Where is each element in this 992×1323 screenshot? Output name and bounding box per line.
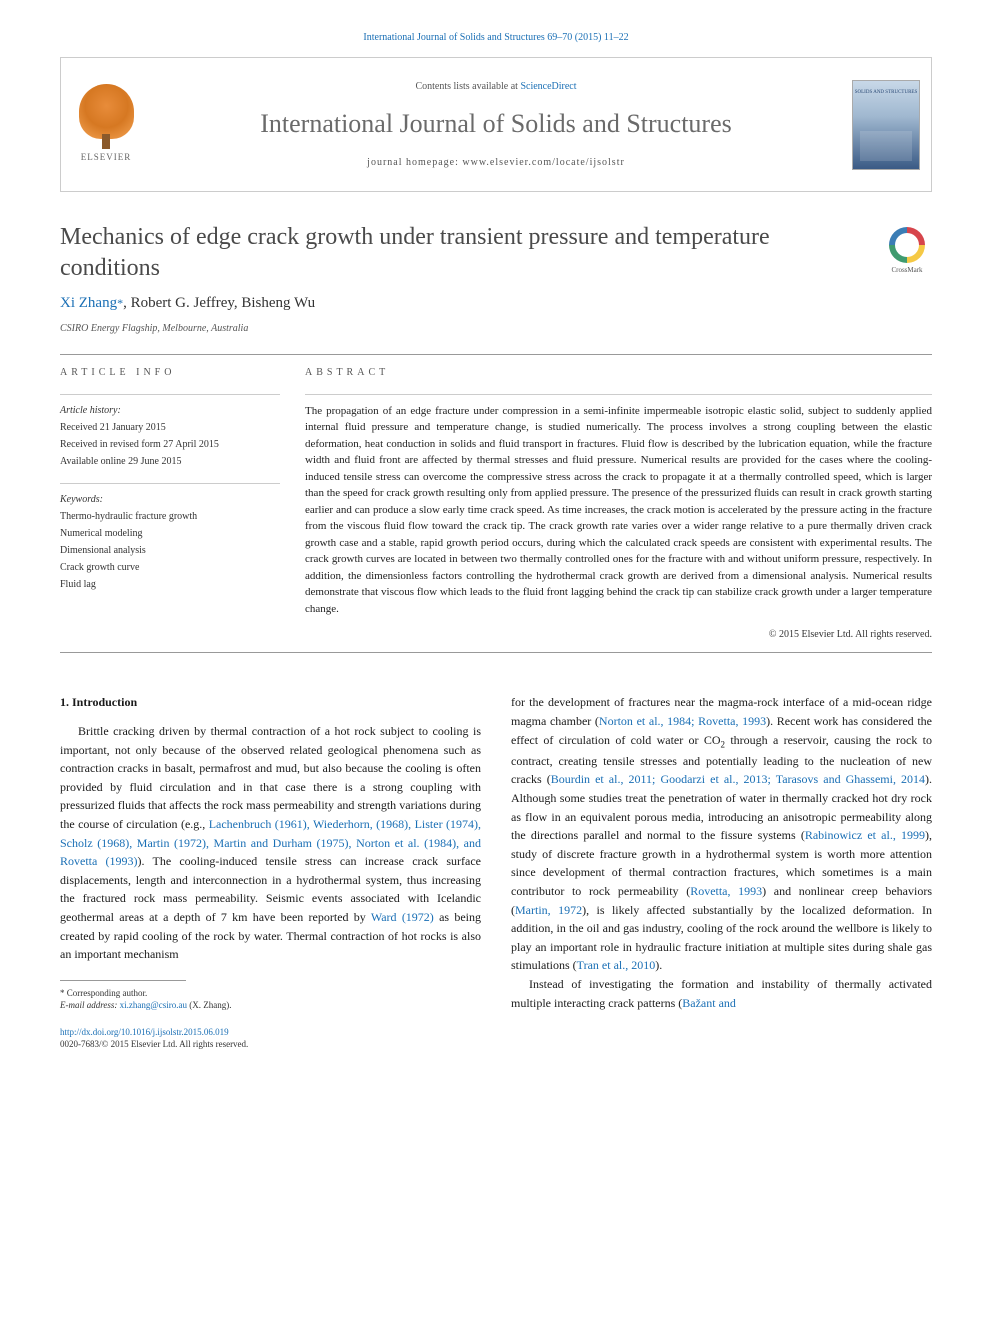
elsevier-label: ELSEVIER	[81, 151, 132, 165]
citation-link[interactable]: Rabinowicz et al., 1999	[805, 828, 925, 842]
body-text: Brittle cracking driven by thermal contr…	[60, 724, 481, 831]
email-label: E-mail address:	[60, 1000, 120, 1010]
crossmark-label: CrossMark	[891, 265, 922, 276]
footnote: * Corresponding author. E-mail address: …	[60, 987, 481, 1012]
divider	[60, 652, 932, 653]
divider	[305, 394, 932, 395]
coauthors: , Robert G. Jeffrey, Bisheng Wu	[123, 295, 315, 311]
history-label: Article history:	[60, 403, 280, 418]
history-block: Article history: Received 21 January 201…	[60, 403, 280, 469]
citation-link[interactable]: Tran et al., 2010	[577, 958, 656, 972]
citation-link[interactable]: Norton et al., 1984; Rovetta, 1993	[599, 714, 766, 728]
abstract-heading: ABSTRACT	[305, 365, 932, 380]
author-link[interactable]: Xi Zhang	[60, 295, 117, 311]
divider	[60, 394, 280, 395]
journal-name: International Journal of Solids and Stru…	[260, 104, 732, 143]
journal-cover-cell: SOLIDS AND STRUCTURES	[841, 58, 931, 191]
history-item: Received 21 January 2015	[60, 420, 280, 435]
keyword: Crack growth curve	[60, 560, 280, 575]
homepage-url[interactable]: www.elsevier.com/locate/ijsolstr	[462, 157, 624, 168]
footnote-text: (X. Zhang).	[187, 1000, 232, 1010]
contents-prefix: Contents lists available at	[415, 81, 520, 92]
article-info-column: ARTICLE INFO Article history: Received 2…	[60, 365, 280, 643]
footnote-divider	[60, 980, 186, 981]
history-item: Available online 29 June 2015	[60, 454, 280, 469]
body-paragraph: Brittle cracking driven by thermal contr…	[60, 722, 481, 964]
divider	[60, 354, 932, 355]
sciencedirect-link[interactable]: ScienceDirect	[520, 81, 576, 92]
citation-link[interactable]: Rovetta, 1993	[690, 884, 762, 898]
homepage-line: journal homepage: www.elsevier.com/locat…	[367, 155, 625, 170]
elsevier-tree-icon	[79, 84, 134, 139]
doi-block: http://dx.doi.org/10.1016/j.ijsolstr.201…	[60, 1026, 481, 1051]
crossmark-badge[interactable]: CrossMark	[882, 226, 932, 276]
journal-reference: International Journal of Solids and Stru…	[60, 30, 932, 45]
keyword: Numerical modeling	[60, 526, 280, 541]
corresponding-marker: *	[60, 988, 67, 998]
copyright: © 2015 Elsevier Ltd. All rights reserved…	[305, 627, 932, 642]
body-left-column: 1. Introduction Brittle cracking driven …	[60, 693, 481, 1051]
article-title: Mechanics of edge crack growth under tra…	[60, 222, 862, 284]
homepage-prefix: journal homepage:	[367, 157, 462, 168]
publisher-logo-cell: ELSEVIER	[61, 58, 151, 191]
divider	[60, 483, 280, 484]
affiliation: CSIRO Energy Flagship, Melbourne, Austra…	[60, 321, 932, 336]
elsevier-logo[interactable]: ELSEVIER	[71, 80, 141, 170]
body-paragraph: for the development of fractures near th…	[511, 693, 932, 975]
keywords-label: Keywords:	[60, 492, 280, 507]
footnote-text: Corresponding author.	[67, 988, 148, 998]
doi-link[interactable]: http://dx.doi.org/10.1016/j.ijsolstr.201…	[60, 1027, 229, 1037]
keyword: Thermo-hydraulic fracture growth	[60, 509, 280, 524]
body-columns: 1. Introduction Brittle cracking driven …	[60, 693, 932, 1051]
history-item: Received in revised form 27 April 2015	[60, 437, 280, 452]
contents-line: Contents lists available at ScienceDirec…	[415, 79, 576, 94]
journal-ref-link[interactable]: International Journal of Solids and Stru…	[363, 32, 628, 43]
keywords-block: Keywords: Thermo-hydraulic fracture grow…	[60, 492, 280, 592]
keyword: Dimensional analysis	[60, 543, 280, 558]
email-link[interactable]: xi.zhang@csiro.au	[120, 1000, 187, 1010]
body-paragraph: Instead of investigating the formation a…	[511, 975, 932, 1012]
keyword: Fluid lag	[60, 577, 280, 592]
body-right-column: for the development of fractures near th…	[511, 693, 932, 1051]
citation-link[interactable]: Bažant and	[682, 996, 736, 1010]
issn-copyright: 0020-7683/© 2015 Elsevier Ltd. All right…	[60, 1039, 248, 1049]
citation-link[interactable]: Martin, 1972	[515, 903, 582, 917]
citation-link[interactable]: Bourdin et al., 2011; Goodarzi et al., 2…	[551, 772, 925, 786]
section-heading: 1. Introduction	[60, 693, 481, 712]
masthead-center: Contents lists available at ScienceDirec…	[151, 58, 841, 191]
crossmark-icon	[889, 227, 925, 263]
authors: Xi Zhang*, Robert G. Jeffrey, Bisheng Wu	[60, 292, 932, 315]
journal-cover-thumbnail[interactable]: SOLIDS AND STRUCTURES	[852, 80, 920, 170]
citation-link[interactable]: Ward (1972)	[371, 910, 434, 924]
body-text: ).	[655, 958, 662, 972]
abstract-text: The propagation of an edge fracture unde…	[305, 403, 932, 618]
masthead: ELSEVIER Contents lists available at Sci…	[60, 57, 932, 192]
article-info-heading: ARTICLE INFO	[60, 365, 280, 380]
abstract-column: ABSTRACT The propagation of an edge frac…	[305, 365, 932, 643]
